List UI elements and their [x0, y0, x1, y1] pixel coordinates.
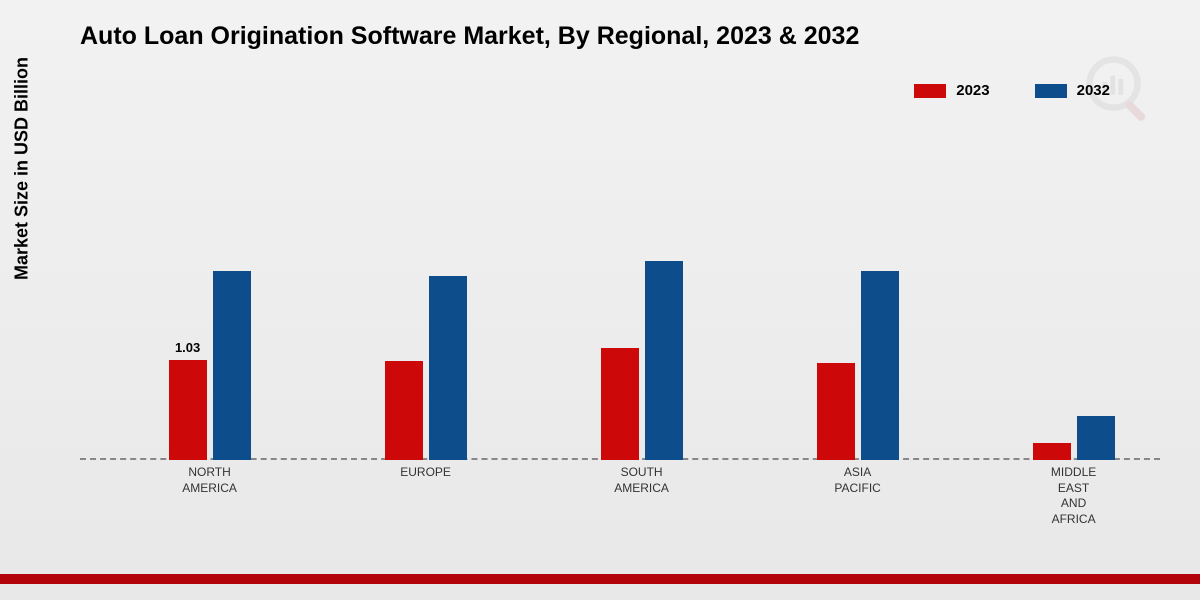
- bar-group: [385, 276, 467, 460]
- x-axis-label: MIDDLEEASTANDAFRICA: [1051, 465, 1096, 527]
- legend: 2023 2032: [914, 82, 1110, 99]
- legend-swatch-2023: [914, 84, 946, 98]
- legend-item-2032: 2032: [1035, 82, 1110, 99]
- bar-group: [817, 271, 899, 460]
- chart-title: Auto Loan Origination Software Market, B…: [80, 22, 859, 51]
- bar-2023: [385, 361, 423, 460]
- bar-2023: [1033, 443, 1071, 460]
- y-axis-label: Market Size in USD Billion: [12, 57, 33, 280]
- bar-group: 1.03: [169, 271, 251, 460]
- legend-label-2023: 2023: [956, 82, 989, 99]
- bar-value-label: 1.03: [175, 340, 200, 355]
- bar-2023: [817, 363, 855, 460]
- bar-2032: [861, 271, 899, 460]
- legend-swatch-2032: [1035, 84, 1067, 98]
- legend-item-2023: 2023: [914, 82, 989, 99]
- bar-2032: [645, 261, 683, 460]
- x-axis-label: NORTHAMERICA: [182, 465, 237, 496]
- bar-2023: [601, 348, 639, 460]
- bar-group: [1033, 416, 1115, 460]
- bar-2032: [429, 276, 467, 460]
- x-axis-label: EUROPE: [400, 465, 451, 481]
- bar-2032: [1077, 416, 1115, 460]
- x-axis-label: ASIAPACIFIC: [834, 465, 880, 496]
- chart-plot-area: 1.03: [80, 120, 1160, 460]
- bar-group: [601, 261, 683, 460]
- bar-2032: [213, 271, 251, 460]
- legend-label-2032: 2032: [1077, 82, 1110, 99]
- footer-accent-bar: [0, 574, 1200, 584]
- bar-2023: 1.03: [169, 360, 207, 460]
- x-axis-label: SOUTHAMERICA: [614, 465, 669, 496]
